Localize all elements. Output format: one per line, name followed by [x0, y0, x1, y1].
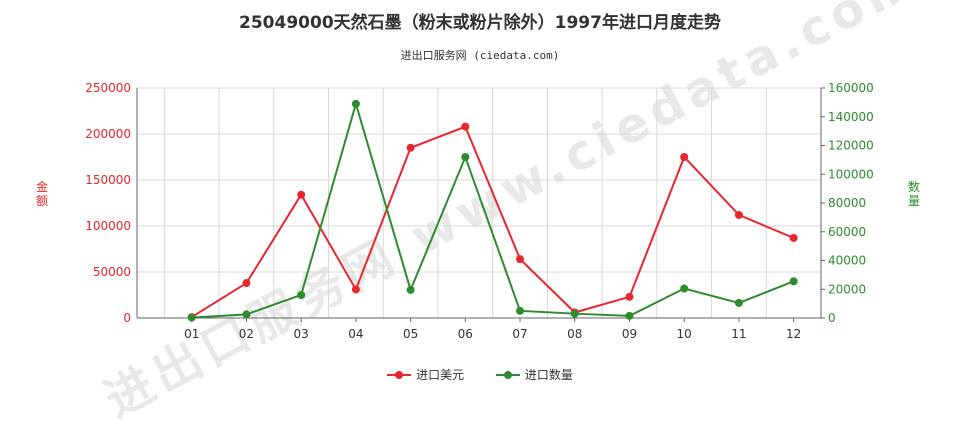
data-point-quantity: [516, 306, 525, 315]
y-left-tick-label: 200000: [85, 127, 131, 141]
y-right-tick-label: 120000: [828, 139, 874, 153]
y-left-tick-label: 0: [123, 311, 131, 325]
legend-label-quantity: 进口数量: [524, 368, 573, 382]
data-point-quantity: [242, 310, 251, 319]
x-tick-label: 04: [348, 327, 363, 341]
x-tick-label: 08: [567, 327, 582, 341]
data-point-amount: [516, 255, 525, 264]
y-right-tick-label: 40000: [828, 254, 866, 268]
series-line-quantity: [191, 100, 795, 319]
x-tick-label: 01: [184, 327, 199, 341]
series-line-amount: [191, 125, 795, 318]
x-tick-label: 07: [512, 327, 527, 341]
chart-plot: 0 50000 100000 150000 200000 250000 0 20000 4000…: [85, 81, 874, 341]
legend-swatch-quantity: [495, 370, 520, 380]
data-point-quantity: [625, 311, 634, 320]
x-tick-label: 11: [731, 327, 746, 341]
y-right-tick-label: 60000: [828, 225, 866, 239]
y-left-tick-label: 50000: [93, 265, 131, 279]
data-point-quantity: [187, 313, 196, 322]
x-tick-label: 09: [622, 327, 637, 341]
x-tick-label: 06: [458, 327, 473, 341]
data-point-quantity: [406, 285, 415, 294]
x-tick-label: 05: [403, 327, 418, 341]
y-right-tick-label: 80000: [828, 196, 866, 210]
legend-item-amount[interactable]: 进口美元: [387, 366, 464, 383]
chart-subtitle: 进出口服务网 (ciedata.com): [400, 49, 560, 62]
y-right-tick-label: 0: [828, 311, 836, 325]
y-axis-left-label: 金额: [35, 180, 48, 208]
legend-swatch-amount: [387, 370, 412, 380]
y-right-tick-label: 20000: [828, 282, 866, 296]
data-point-amount: [242, 279, 251, 288]
y-left-tick-label: 250000: [85, 81, 131, 95]
data-point-quantity: [680, 284, 689, 293]
data-point-amount: [406, 143, 415, 152]
data-point-quantity: [570, 309, 579, 318]
y-right-tick-label: 160000: [828, 81, 874, 95]
y-left-tick-label: 100000: [85, 219, 131, 233]
data-point-amount: [680, 153, 689, 161]
y-left-tick-label: 150000: [85, 173, 131, 187]
data-point-amount: [351, 285, 360, 294]
chart-title: 25049000天然石墨（粉末或粉片除外）1997年进口月度走势: [239, 13, 721, 33]
data-point-quantity: [789, 277, 798, 286]
x-tick-label: 03: [294, 327, 309, 341]
x-tick-label: 12: [786, 327, 801, 341]
data-point-amount: [461, 122, 470, 131]
data-point-quantity: [297, 291, 306, 299]
y-right-tick-label: 100000: [828, 167, 874, 181]
legend-label-amount: 进口美元: [416, 368, 465, 382]
data-point-quantity: [734, 298, 743, 307]
data-point-amount: [734, 210, 743, 219]
x-tick-label: 02: [239, 327, 254, 341]
data-point-quantity: [351, 99, 360, 108]
legend-item-quantity[interactable]: 进口数量: [495, 366, 573, 383]
data-point-amount: [297, 190, 306, 199]
legend: 进口美元 进口数量: [0, 366, 960, 383]
y-right-tick-label: 140000: [828, 110, 874, 124]
x-tick-label: 10: [677, 327, 692, 341]
data-point-amount: [625, 292, 634, 301]
data-point-amount: [789, 233, 798, 242]
data-point-quantity: [461, 153, 470, 161]
y-axis-right-label: 数量: [907, 180, 920, 208]
